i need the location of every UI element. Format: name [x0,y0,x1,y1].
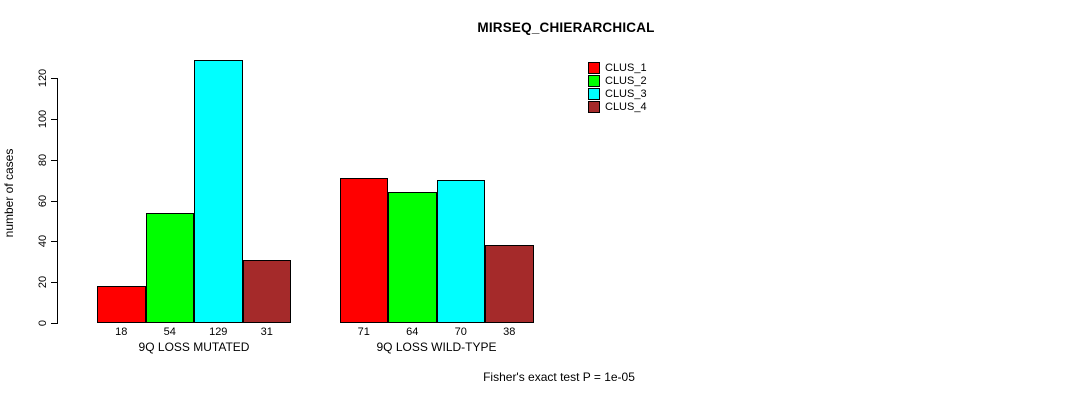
y-axis-tick-label: 40 [37,235,49,248]
bar-value-label: 38 [503,326,516,338]
legend: CLUS_1 CLUS_2 CLUS_3 CLUS_4 [588,61,647,113]
bar-clus_4-group2 [485,245,534,323]
legend-item: CLUS_3 [588,87,647,100]
bar-clus_1-group2 [339,178,388,323]
y-axis-tick-label: 120 [37,68,49,88]
legend-label: CLUS_1 [605,61,647,74]
legend-swatch [588,87,600,100]
y-axis-tick-label: 0 [37,319,49,327]
x-category-label: 9Q LOSS MUTATED [138,340,250,354]
legend-label: CLUS_2 [605,74,647,87]
legend-item: CLUS_4 [588,100,647,113]
legend-label: CLUS_4 [605,100,647,113]
y-axis-tick [51,282,58,284]
legend-item: CLUS_1 [588,61,647,74]
legend-swatch [588,100,600,113]
bar-clus_3-group2 [436,180,485,323]
y-axis-tick [51,200,58,202]
legend-swatch [588,74,600,87]
y-axis-tick [51,78,58,79]
legend-swatch [588,61,600,74]
bar-clus_2-group2 [388,192,437,323]
bar-value-label: 18 [115,326,128,338]
bar-value-label: 31 [260,326,273,338]
bar-value-label: 70 [454,326,467,338]
bar-clus_1-group1 [97,286,146,323]
y-axis-tick [51,323,58,324]
bar-value-label: 64 [406,326,419,338]
bar-value-label: 54 [163,326,176,338]
bar-value-label: 129 [209,326,228,338]
bar-clus_3-group1 [194,59,243,323]
y-axis-tick-label: 60 [37,194,49,207]
y-axis-tick-label: 20 [37,276,49,289]
y-axis-label: number of cases [2,148,16,238]
y-axis-tick [51,118,58,120]
footer-annotation: Fisher's exact test P = 1e-05 [483,370,635,384]
y-axis-tick-label: 80 [37,153,49,166]
chart-title: MIRSEQ_CHIERARCHICAL [477,20,655,35]
y-axis-tick [51,159,58,161]
bar-clus_4-group1 [242,259,291,323]
bar-clus_2-group1 [145,212,194,323]
bar-value-label: 71 [357,326,370,338]
y-axis-tick [51,241,58,243]
x-category-label: 9Q LOSS WILD-TYPE [376,340,497,354]
legend-label: CLUS_3 [605,87,647,100]
legend-item: CLUS_2 [588,74,647,87]
y-axis-tick-label: 100 [37,109,49,129]
